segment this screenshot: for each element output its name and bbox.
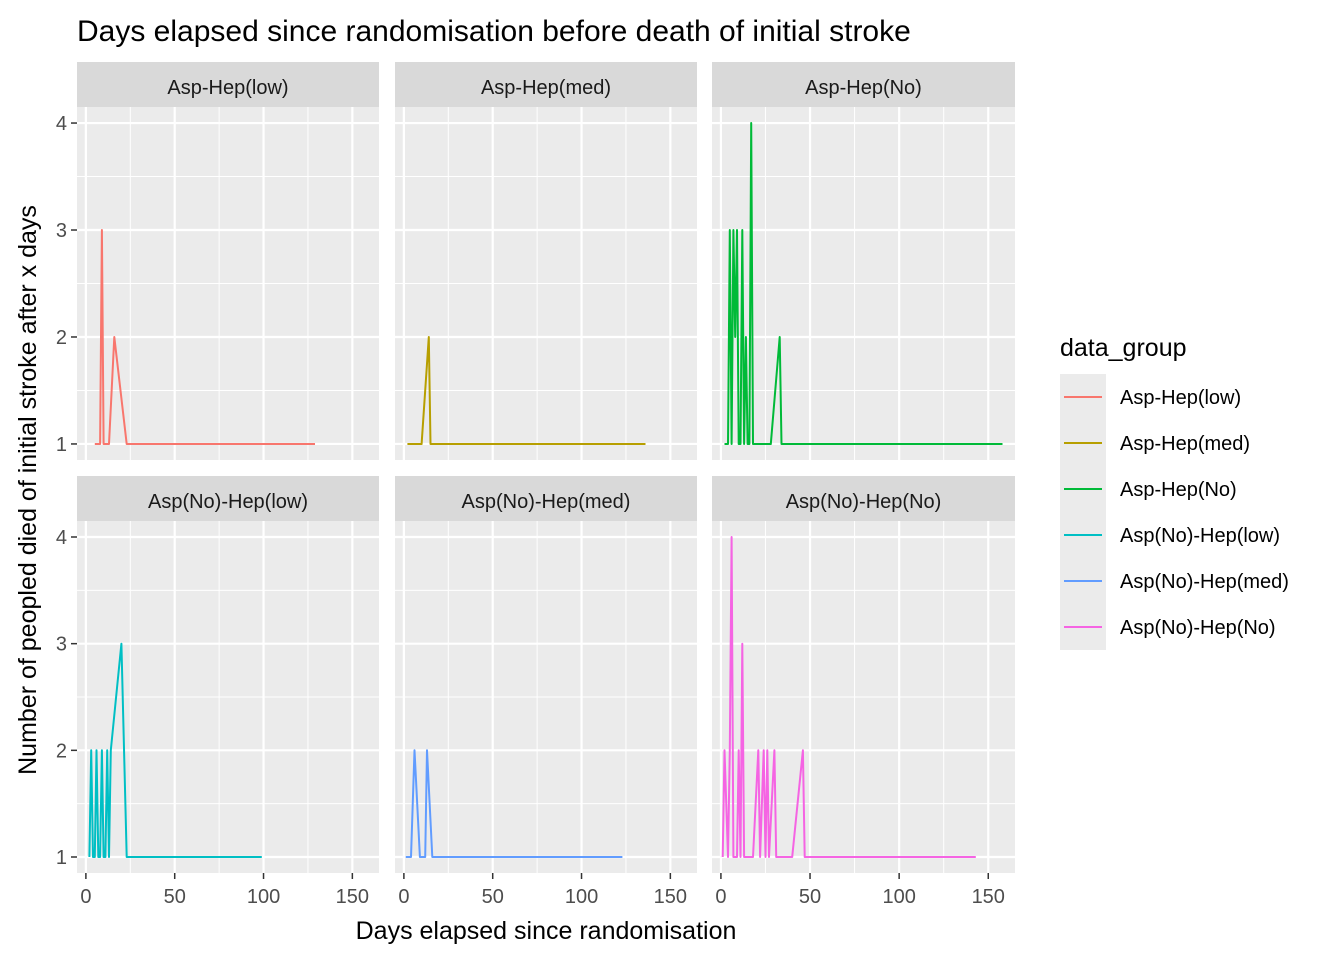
y-tick-label: 1: [56, 434, 67, 456]
x-tick-label: 50: [164, 886, 186, 908]
y-tick-label: 4: [56, 527, 67, 549]
legend-items: Asp-Hep(low) Asp-Hep(med) Asp-Hep(No) Asp(N…: [1064, 387, 1289, 639]
x-tick-label: 0: [80, 886, 91, 908]
y-tick-label: 4: [56, 113, 67, 135]
facet-strip: [395, 62, 697, 107]
x-tick-label: 100: [565, 886, 598, 908]
y-axis-title: Number of peopled died of initial stroke…: [14, 205, 42, 775]
facet-panel: Asp(No)-Hep(low): [77, 476, 379, 873]
legend-title: data_group: [1060, 334, 1187, 362]
legend-label: Asp(No)-Hep(low): [1120, 525, 1280, 547]
x-tick-label: 0: [715, 886, 726, 908]
x-tick-label: 50: [799, 886, 821, 908]
legend-key-background: [1060, 374, 1106, 650]
x-axis-title: Days elapsed since randomisation: [356, 917, 737, 945]
y-tick-label: 2: [56, 327, 67, 349]
legend-label: Asp-Hep(low): [1120, 387, 1241, 409]
chart-title: Days elapsed since randomisation before …: [77, 15, 911, 48]
y-tick-label: 3: [56, 634, 67, 656]
facet-strip-label: Asp(No)-Hep(low): [148, 491, 308, 513]
facet-strip: [712, 62, 1015, 107]
series-line: [724, 122, 1003, 445]
facet-strip-label: Asp(No)-Hep(med): [462, 491, 631, 513]
series-line: [721, 536, 976, 858]
x-tick-label: 0: [398, 886, 409, 908]
x-tick-label: 150: [336, 886, 369, 908]
legend: data_group Asp-Hep(low)Asp-Hep(med)Asp-H…: [1060, 334, 1289, 650]
series-line: [405, 749, 623, 858]
facet-panel: Asp(No)-Hep(med): [395, 476, 697, 873]
facet-strip: [77, 476, 379, 521]
facet-panels: Asp-Hep(low) Asp-Hep(med) Asp-Hep(No) Asp(N…: [77, 62, 1015, 873]
legend-label: Asp-Hep(med): [1120, 433, 1250, 455]
x-axis-tick-labels: 0 50 100 150 0 50 100 150 0 50 100 150: [80, 873, 1005, 908]
legend-label: Asp-Hep(No): [1120, 479, 1237, 501]
x-tick-label: 150: [972, 886, 1005, 908]
facet-panel: Asp-Hep(No): [712, 62, 1015, 460]
legend-label: Asp(No)-Hep(No): [1120, 617, 1276, 639]
x-tick-label: 100: [247, 886, 280, 908]
x-tick-label: 50: [482, 886, 504, 908]
y-axis-tick-labels: 1 2 3 4 1 2 3 4: [56, 113, 77, 869]
facet-strip-label: Asp-Hep(low): [167, 77, 288, 99]
x-tick-label: 100: [882, 886, 915, 908]
facet-strip: [712, 476, 1015, 521]
facet-panel: Asp(No)-Hep(No): [712, 476, 1015, 873]
y-tick-label: 1: [56, 847, 67, 869]
series-line: [94, 229, 315, 445]
x-tick-label: 150: [654, 886, 687, 908]
series-line: [88, 642, 262, 858]
facet-strip-label: Asp(No)-Hep(No): [786, 491, 942, 513]
facet-strip: [395, 476, 697, 521]
facet-strip-label: Asp-Hep(No): [805, 77, 922, 99]
legend-label: Asp(No)-Hep(med): [1120, 571, 1289, 593]
facet-panel: Asp-Hep(low): [77, 62, 379, 460]
facet-strip: [77, 62, 379, 107]
y-tick-label: 3: [56, 220, 67, 242]
facet-panel: Asp-Hep(med): [395, 62, 697, 460]
y-tick-label: 2: [56, 740, 67, 762]
series-line: [407, 336, 646, 445]
facet-strip-label: Asp-Hep(med): [481, 77, 611, 99]
